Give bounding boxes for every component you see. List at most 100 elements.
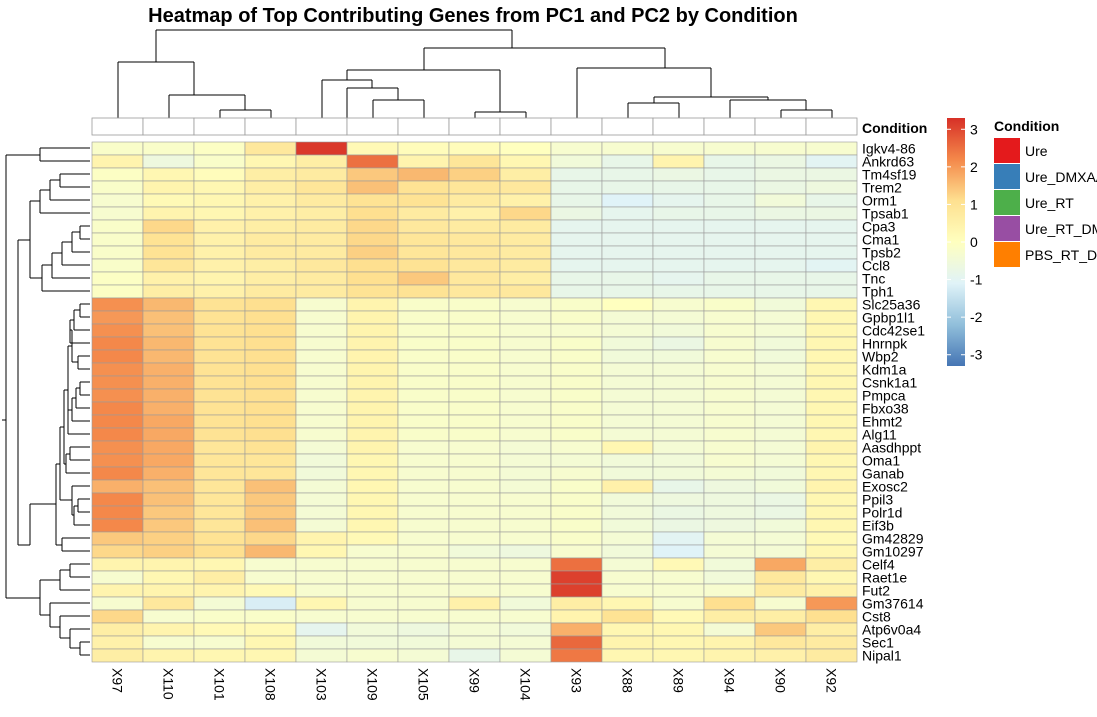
heatmap-cell <box>601 180 654 195</box>
heatmap-cell <box>550 193 603 208</box>
heatmap-cell <box>142 167 195 182</box>
row-label: Ppil3 <box>862 492 893 508</box>
heatmap-cell <box>397 180 450 195</box>
heatmap-cell <box>346 544 399 559</box>
heatmap-cell <box>397 362 450 377</box>
heatmap-cell <box>805 375 858 390</box>
heatmap-cell <box>142 284 195 299</box>
heatmap-cell <box>601 518 654 533</box>
heatmap-cell <box>754 206 807 221</box>
heatmap-cell <box>499 401 552 416</box>
heatmap-cell <box>703 193 756 208</box>
heatmap-cell <box>244 271 297 286</box>
heatmap-cell <box>142 635 195 650</box>
heatmap-cell <box>703 258 756 273</box>
heatmap-cell <box>142 518 195 533</box>
heatmap-cell <box>550 583 603 598</box>
heatmap-cell <box>295 401 348 416</box>
heatmap-cell <box>703 271 756 286</box>
row-label: Csnk1a1 <box>862 375 917 391</box>
heatmap-cell <box>499 583 552 598</box>
heatmap-cell <box>448 310 501 325</box>
column-label: X90 <box>773 668 789 693</box>
heatmap-cell <box>499 466 552 481</box>
heatmap-cell <box>754 453 807 468</box>
heatmap-cell <box>193 141 246 156</box>
heatmap-cell <box>346 167 399 182</box>
heatmap-cell <box>91 557 144 572</box>
heatmap-cell <box>652 362 705 377</box>
heatmap-cell <box>448 180 501 195</box>
legend-label: Ure <box>1025 143 1048 159</box>
heatmap-cell <box>448 453 501 468</box>
heatmap-cell <box>550 245 603 260</box>
column-label: X94 <box>722 668 738 693</box>
heatmap-cell <box>652 167 705 182</box>
heatmap-cell <box>754 479 807 494</box>
heatmap-cell <box>397 154 450 169</box>
row-label: Cma1 <box>862 232 900 248</box>
heatmap-cell <box>550 505 603 520</box>
heatmap-cell <box>448 349 501 364</box>
heatmap-cell <box>346 609 399 624</box>
heatmap-cell <box>91 232 144 247</box>
heatmap-cell <box>601 375 654 390</box>
heatmap-cell <box>652 544 705 559</box>
heatmap-cell <box>91 349 144 364</box>
heatmap-cell <box>91 609 144 624</box>
heatmap-cell <box>142 414 195 429</box>
heatmap-cell <box>448 258 501 273</box>
heatmap-cell <box>754 271 807 286</box>
heatmap-cell <box>346 518 399 533</box>
heatmap-cell <box>754 258 807 273</box>
heatmap-cell <box>244 531 297 546</box>
heatmap-cell <box>193 505 246 520</box>
heatmap-cell <box>346 271 399 286</box>
heatmap-cell <box>754 427 807 442</box>
heatmap-cell <box>142 349 195 364</box>
heatmap-cell <box>550 635 603 650</box>
row-label: Eif3b <box>862 518 894 534</box>
row-label: Slc25a36 <box>862 297 921 313</box>
heatmap-cell <box>346 349 399 364</box>
heatmap-cell <box>448 193 501 208</box>
heatmap-cell <box>601 466 654 481</box>
scale-tick-label: -2 <box>970 309 983 325</box>
heatmap-cell <box>550 271 603 286</box>
heatmap-cell <box>91 401 144 416</box>
heatmap-cell <box>142 271 195 286</box>
heatmap-cell <box>601 622 654 637</box>
heatmap-cell <box>193 206 246 221</box>
heatmap-cell <box>703 206 756 221</box>
legend-swatch <box>994 242 1020 267</box>
heatmap-cell <box>397 401 450 416</box>
heatmap-cell <box>397 427 450 442</box>
heatmap-cells <box>91 141 858 663</box>
heatmap-cell <box>295 427 348 442</box>
heatmap-cell <box>550 375 603 390</box>
heatmap-cell <box>550 440 603 455</box>
heatmap-cell <box>499 427 552 442</box>
heatmap-cell <box>244 557 297 572</box>
heatmap-cell <box>652 466 705 481</box>
heatmap-cell <box>193 297 246 312</box>
heatmap-cell <box>142 232 195 247</box>
heatmap-cell <box>601 479 654 494</box>
heatmap-cell <box>346 427 399 442</box>
heatmap-cell <box>193 427 246 442</box>
heatmap-cell <box>295 323 348 338</box>
heatmap-cell <box>295 648 348 663</box>
heatmap-cell <box>346 570 399 585</box>
heatmap-cell <box>295 414 348 429</box>
heatmap-cell <box>91 570 144 585</box>
heatmap-cell <box>397 492 450 507</box>
heatmap-cell <box>499 414 552 429</box>
heatmap-cell <box>142 388 195 403</box>
heatmap-cell <box>601 323 654 338</box>
column-labels: X97 X110 X101 X108 X103 X109 X105 X99 X104 X93 X88… <box>110 668 840 701</box>
heatmap-cell <box>397 336 450 351</box>
heatmap-cell <box>346 154 399 169</box>
heatmap-cell <box>193 414 246 429</box>
heatmap-cell <box>703 349 756 364</box>
heatmap-cell <box>652 505 705 520</box>
